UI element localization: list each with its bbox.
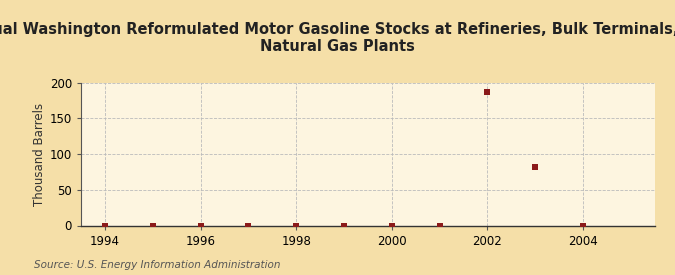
Y-axis label: Thousand Barrels: Thousand Barrels (32, 103, 45, 206)
Text: Source: U.S. Energy Information Administration: Source: U.S. Energy Information Administ… (34, 260, 280, 270)
Point (99, 223, 110, 228)
Point (530, 165, 541, 169)
Point (147, 223, 158, 228)
Point (291, 223, 302, 228)
Point (482, 90, 493, 94)
Point (434, 223, 445, 228)
Point (195, 223, 206, 228)
Point (386, 223, 397, 228)
Point (339, 223, 350, 228)
Point (243, 223, 254, 228)
Point (578, 223, 589, 228)
Text: Annual Washington Reformulated Motor Gasoline Stocks at Refineries, Bulk Termina: Annual Washington Reformulated Motor Gas… (0, 22, 675, 54)
